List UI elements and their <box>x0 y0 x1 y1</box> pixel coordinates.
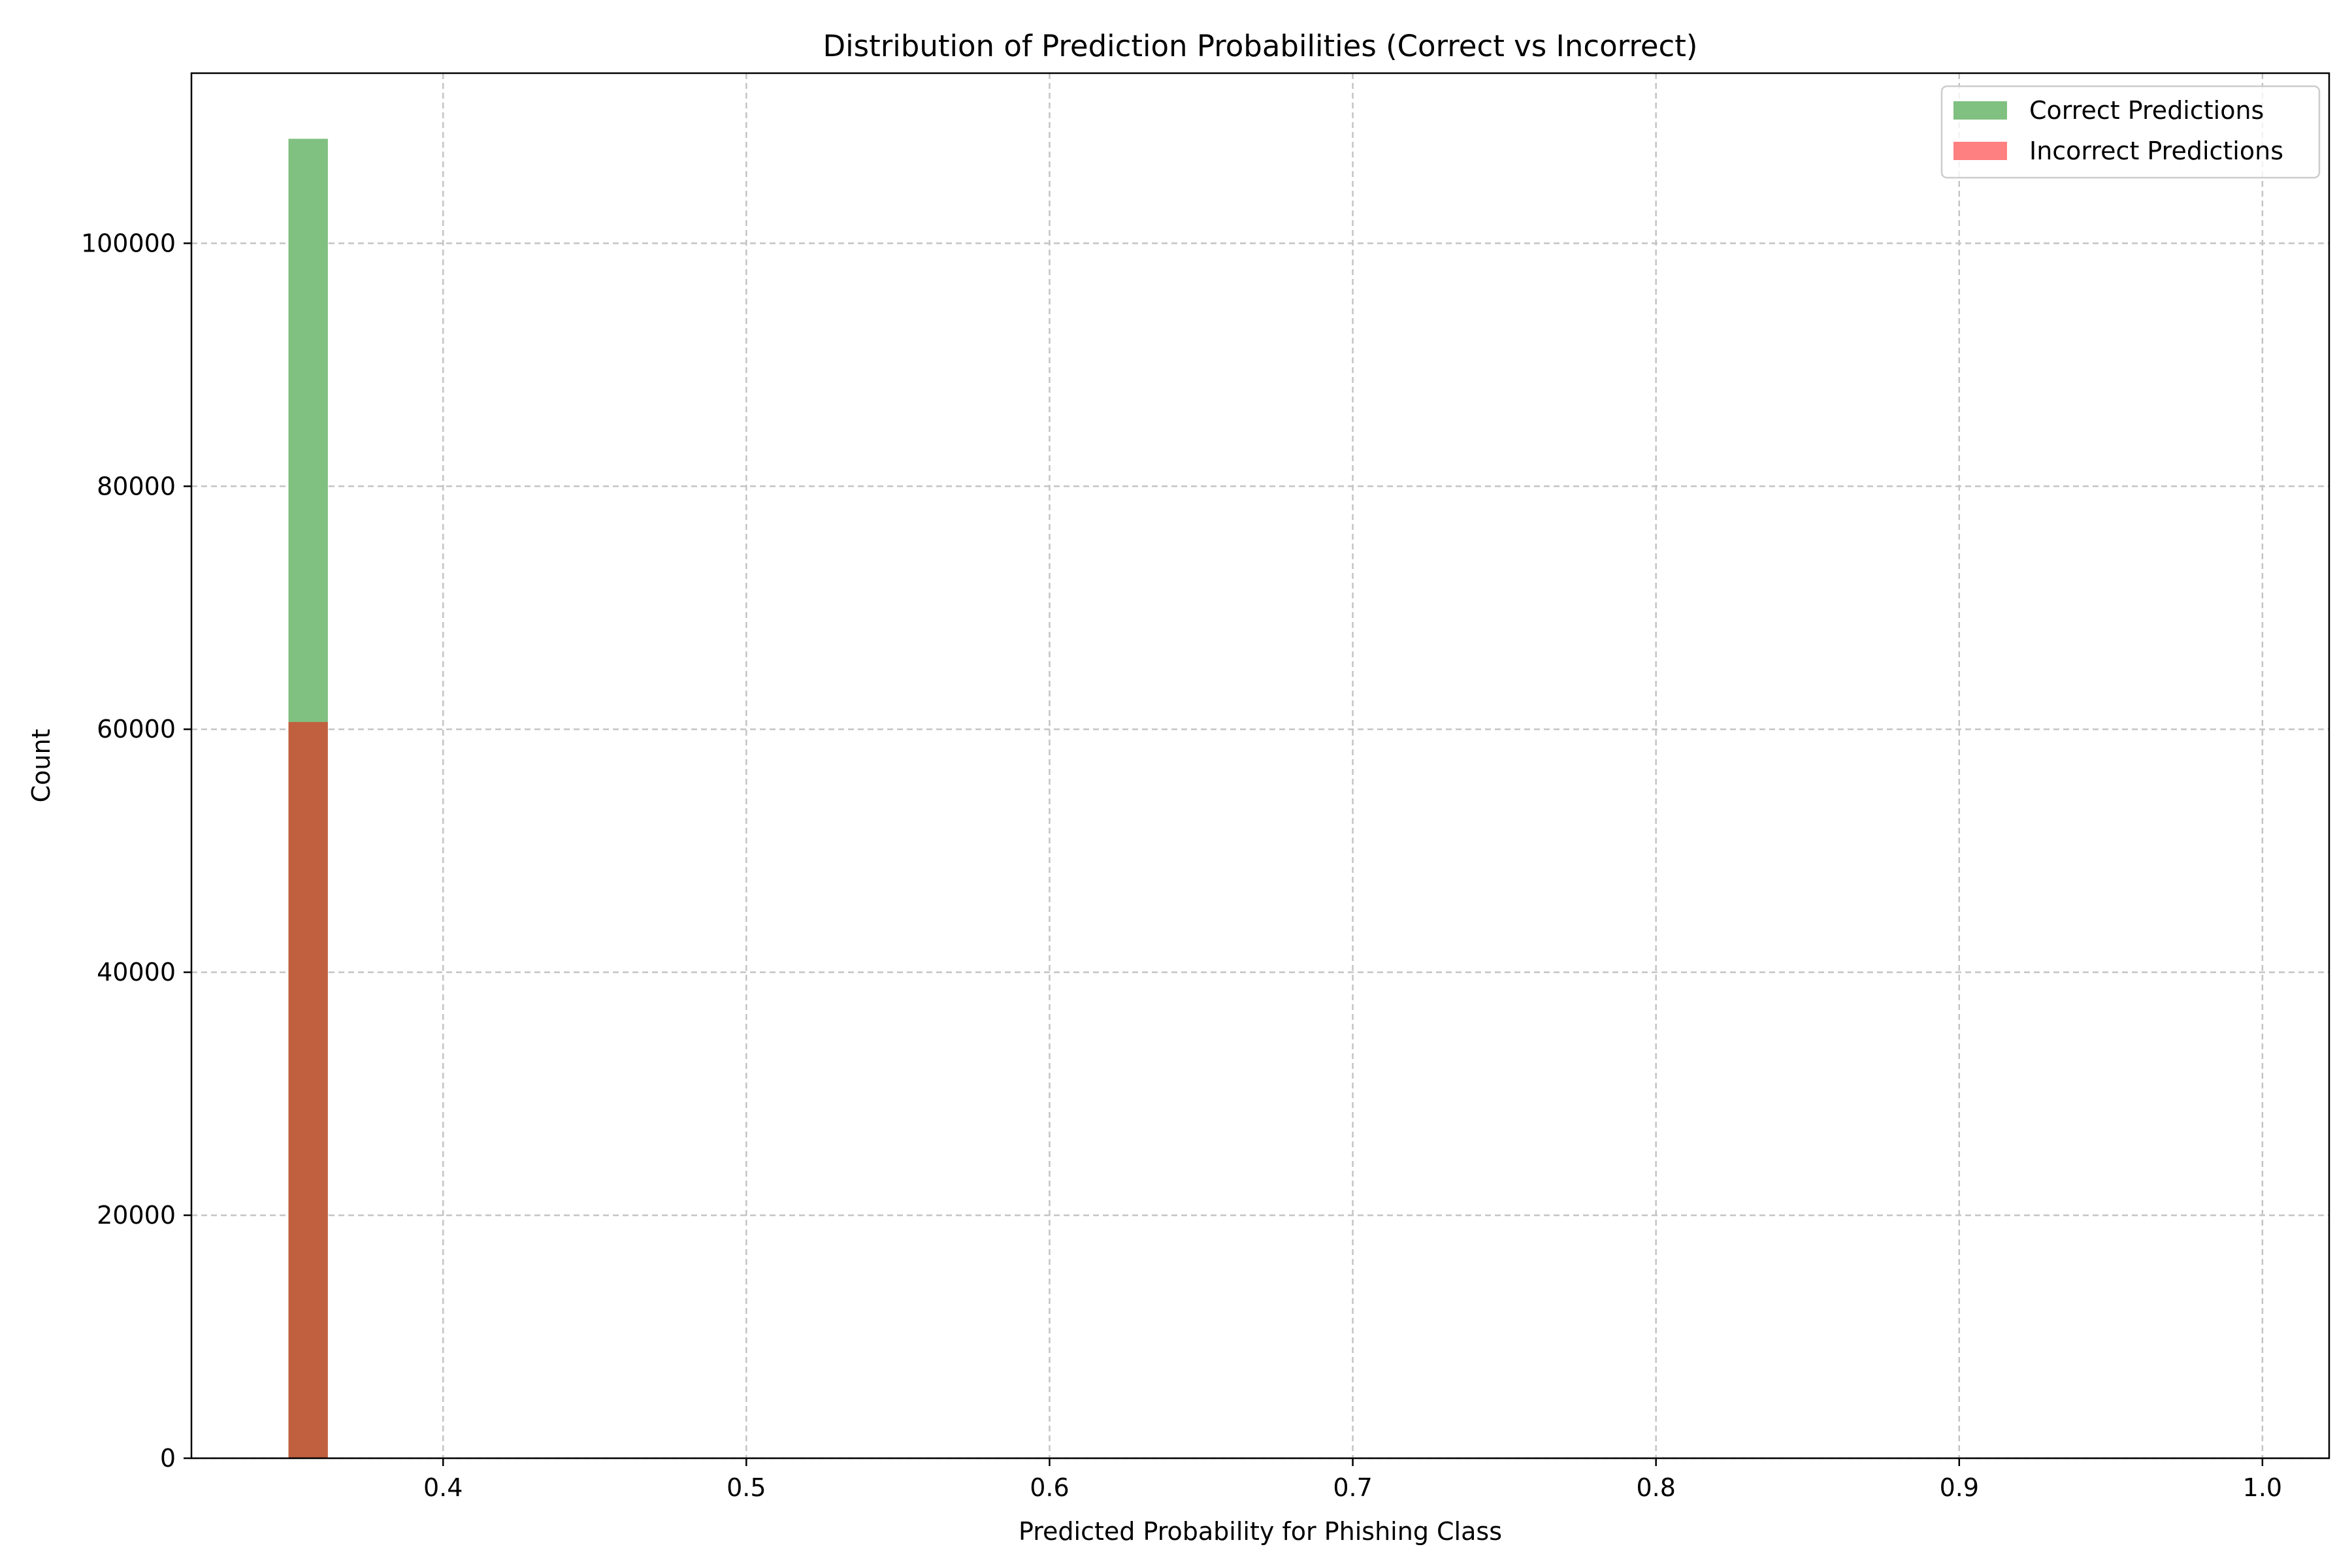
x-tick-label: 0.5 <box>727 1473 766 1502</box>
y-tick-label: 80000 <box>97 472 176 500</box>
legend-swatch <box>1953 101 2007 120</box>
legend-swatch <box>1953 142 2007 160</box>
axis-ticks: 0.4 0.5 0.6 0.7 0.8 0.9 1.0 0 20000 40000 60000 800… <box>81 229 2282 1502</box>
x-tick-label: 1.0 <box>2243 1473 2282 1502</box>
chart-title: Distribution of Prediction Probabilities… <box>823 29 1698 63</box>
correct-bar <box>288 139 328 723</box>
histogram-bars <box>288 139 328 1458</box>
y-tick-label: 20000 <box>97 1201 176 1230</box>
legend-box <box>1940 85 2321 179</box>
y-axis-label: Count <box>27 729 56 803</box>
y-tick-label: 40000 <box>97 958 176 987</box>
legend-label: Correct Predictions <box>2029 96 2264 125</box>
plot-frame <box>190 72 2330 1460</box>
y-tick-label: 0 <box>160 1444 176 1473</box>
x-axis-label: Predicted Probability for Phishing Class <box>1019 1517 1502 1546</box>
grid-lines <box>191 73 2329 1460</box>
legend: Correct Predictions Incorrect Predictions <box>1940 85 2321 179</box>
legend-label: Incorrect Predictions <box>2029 137 2283 165</box>
x-tick-label: 0.8 <box>1636 1473 1675 1502</box>
x-tick-label: 0.4 <box>423 1473 463 1502</box>
y-tick-label: 60000 <box>97 715 176 743</box>
x-tick-label: 0.6 <box>1030 1473 1069 1502</box>
y-tick-label: 100000 <box>81 229 176 257</box>
x-tick-label: 0.9 <box>1940 1473 1979 1502</box>
x-tick-label: 0.7 <box>1333 1473 1372 1502</box>
incorrect-bar <box>288 722 328 1458</box>
